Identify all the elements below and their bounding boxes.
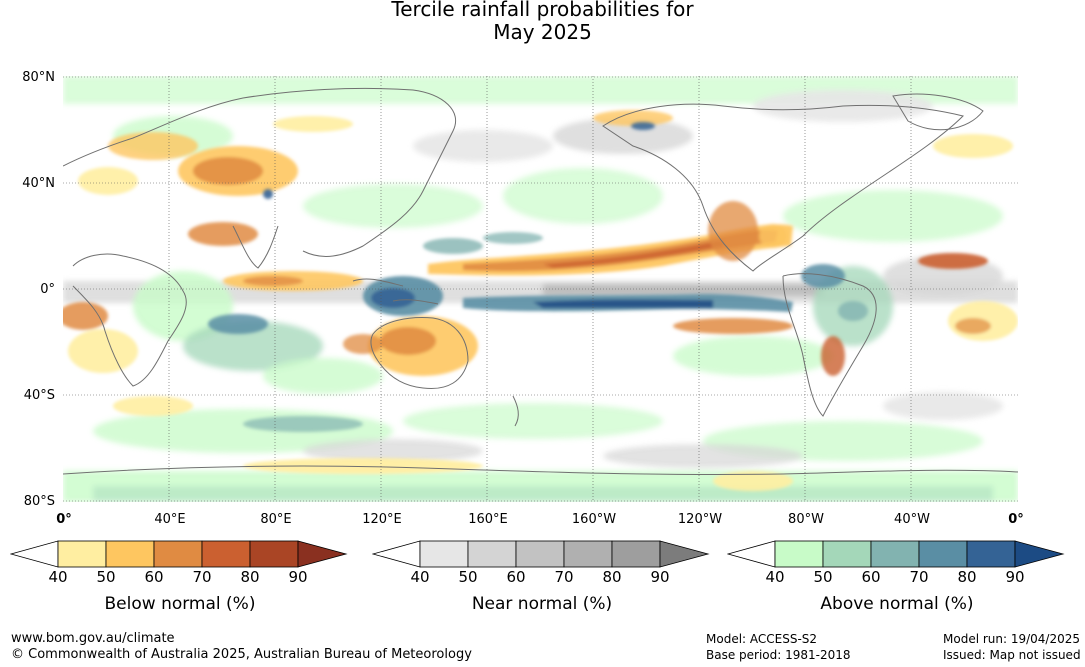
gridlines [63,76,1018,502]
legend-tick: 60 [506,568,526,586]
below-normal-regions [63,110,1018,491]
legend-swatch [57,540,107,568]
legend-title: Near normal (%) [471,594,613,614]
footer-issued: Issued: Map not issued [943,648,1081,662]
coastlines [63,87,1018,476]
legend-title: Above normal (%) [820,594,974,614]
lon-label-80w: 80°W [788,512,824,527]
lat-label-40n: 40°N [22,176,55,191]
legend-tick: 60 [144,568,164,586]
legend-tick: 40 [48,568,68,586]
legend-ticks: 40 50 60 70 80 90 [372,568,712,586]
legend-tick: 80 [602,568,622,586]
legend-extend-high [659,540,710,568]
legend-tick: 80 [957,568,977,586]
map-canvas [63,76,1018,502]
legend-tick: 50 [813,568,833,586]
legend-tick: 40 [410,568,430,586]
title-line-1: Tercile rainfall probabilities for [391,0,694,21]
legend-ticks: 40 50 60 70 80 90 [10,568,350,586]
lon-label-160w: 160°W [571,512,617,527]
legend-tick: 50 [96,568,116,586]
lon-label-120e: 120°E [362,512,402,527]
legend-swatch [515,540,565,568]
title-line-2: May 2025 [493,20,592,44]
legend-tick: 80 [240,568,260,586]
legend-extend-high [1014,540,1065,568]
lon-label-80e: 80°E [260,512,292,527]
legend-tick: 90 [650,568,670,586]
lon-label-0-east: 0° [1008,512,1024,527]
lon-label-40e: 40°E [154,512,186,527]
legend-colorbar [10,540,348,568]
lat-label-40s: 40°S [23,388,55,403]
legend-colorbar [727,540,1065,568]
legend-swatch [419,540,469,568]
footer-model: Model: ACCESS-S2 [706,632,818,646]
legend-swatch [467,540,517,568]
lon-label-0-west: 0° [56,512,72,527]
above-normal-regions [208,122,868,432]
lon-label-120w: 120°W [677,512,723,527]
legend-swatch [918,540,968,568]
legend-above-normal: 40 50 60 70 80 90 Above normal (%) [727,540,1067,620]
legend-swatch [822,540,872,568]
legend-swatch [611,540,661,568]
legend-tick: 70 [909,568,929,586]
legend-swatch [153,540,203,568]
lat-label-80s: 80°S [23,494,55,509]
legend-tick: 70 [554,568,574,586]
legend-swatch [774,540,824,568]
legend-tick: 40 [765,568,785,586]
legend-swatch [249,540,299,568]
legend-colorbar [372,540,710,568]
legend-extend-low [10,540,59,568]
lon-label-160e: 160°E [468,512,508,527]
legend-swatch [966,540,1016,568]
legend-tick: 60 [861,568,881,586]
legend-swatch [201,540,251,568]
footer-copyright: © Commonwealth of Australia 2025, Austra… [11,647,472,662]
legend-swatch [563,540,613,568]
rainfall-probability-map [63,76,1018,502]
legend-tick: 90 [1005,568,1025,586]
footer-model-run: Model run: 19/04/2025 [943,632,1081,646]
lat-label-80n: 80°N [22,70,55,85]
lon-label-40w: 40°W [894,512,930,527]
probability-field [63,76,1018,502]
legend-extend-high [297,540,348,568]
legend-tick: 90 [288,568,308,586]
legend-extend-low [727,540,776,568]
lat-label-0: 0° [40,282,55,297]
legend-tick: 70 [192,568,212,586]
legend-tick: 50 [458,568,478,586]
legend-near-normal: 40 50 60 70 80 90 Near normal (%) [372,540,712,620]
legend-title: Below normal (%) [104,594,256,614]
map-title: Tercile rainfall probabilities for May 2… [0,0,1085,44]
legend-ticks: 40 50 60 70 80 90 [727,568,1067,586]
legend-extend-low [372,540,421,568]
footer-website: www.bom.gov.au/climate [11,631,175,646]
legend-swatch [105,540,155,568]
footer-base-period: Base period: 1981-2018 [706,648,851,662]
legend-below-normal: 40 50 60 70 80 90 Below normal (%) [10,540,350,620]
legend-swatch [870,540,920,568]
